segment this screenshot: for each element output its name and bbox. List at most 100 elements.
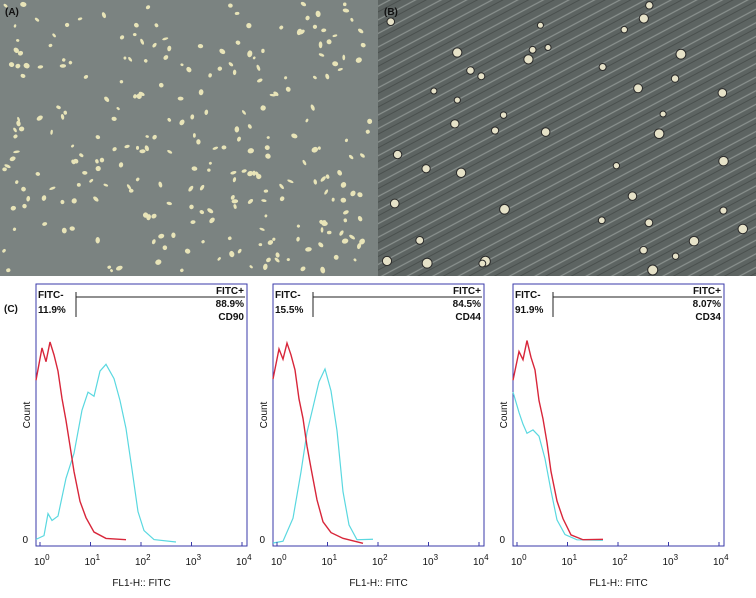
cell [20, 1, 27, 7]
cell [158, 181, 163, 188]
tick-exponent: 1 [333, 553, 338, 562]
cell [263, 189, 269, 193]
cell [219, 48, 226, 55]
cell [132, 32, 137, 37]
cell [191, 166, 198, 171]
cell [305, 118, 309, 123]
cell [231, 199, 239, 204]
cell [177, 96, 184, 101]
x-tick-label: 103 [423, 553, 439, 568]
cell [718, 155, 729, 167]
cell [717, 88, 728, 98]
tick-base: 10 [271, 557, 283, 568]
cell [196, 139, 201, 145]
x-tick-label: 100 [34, 553, 50, 568]
cell [261, 48, 265, 54]
x-tick-label: 102 [612, 553, 628, 568]
cell [356, 243, 362, 250]
x-tick-label: 101 [85, 553, 101, 568]
cell [302, 159, 307, 166]
cell [52, 33, 56, 38]
cell [241, 169, 247, 173]
cell [298, 29, 305, 35]
cell [95, 159, 99, 164]
cell [332, 34, 338, 38]
cell [2, 167, 7, 172]
y-zero-label: 0 [22, 535, 28, 546]
cell [104, 96, 110, 102]
cell [305, 247, 312, 252]
cell [300, 266, 306, 272]
y-axis-label: Count [499, 401, 510, 428]
cell [256, 64, 261, 71]
cell [199, 184, 205, 191]
cell [201, 240, 205, 244]
cell [163, 55, 169, 60]
tick-exponent: 0 [522, 553, 527, 562]
tick-exponent: 3 [197, 553, 202, 562]
cell [234, 126, 240, 133]
cell [61, 227, 67, 234]
cell [279, 196, 285, 202]
cyan-histogram [512, 391, 604, 541]
x-tick-label: 104 [236, 553, 252, 568]
cell [237, 136, 241, 142]
cell [310, 104, 315, 111]
gate-neg-pct: 91.9% [515, 305, 543, 316]
tick-exponent: 1 [573, 553, 578, 562]
x-tick-label: 100 [271, 553, 287, 568]
cell [265, 153, 271, 159]
cell [34, 17, 40, 22]
cell [296, 224, 300, 228]
cell [247, 124, 252, 129]
cell [272, 237, 276, 241]
cell [350, 190, 356, 197]
cell [499, 203, 510, 215]
cell [365, 129, 370, 134]
cell [392, 149, 403, 160]
cell [258, 243, 263, 247]
x-tick-label: 103 [663, 553, 679, 568]
cell [13, 127, 17, 133]
cell [639, 245, 648, 255]
x-tick-label: 101 [562, 553, 578, 568]
cell [349, 234, 355, 240]
cell [68, 60, 73, 65]
cell [620, 25, 628, 34]
gate-pos-label: FITC+ [216, 286, 244, 297]
gate-pos-pct: 8.07% [693, 299, 721, 310]
cell [10, 205, 16, 211]
cell [77, 17, 83, 21]
cell [317, 146, 321, 150]
cell [688, 235, 700, 247]
cell [247, 50, 253, 58]
cell [230, 170, 237, 175]
cell [478, 259, 487, 268]
cell [523, 54, 534, 65]
cell [318, 53, 325, 57]
cell [544, 43, 552, 52]
cell [15, 63, 21, 69]
cell [128, 56, 133, 62]
x-axis-label: FL1-H:: FITC [112, 578, 170, 589]
cell [274, 257, 280, 263]
panel-label: (C) [4, 304, 18, 315]
micrograph-a [0, 0, 378, 276]
cell [83, 74, 89, 79]
cell [318, 41, 323, 49]
cell [612, 161, 621, 170]
cell [13, 47, 19, 53]
cell [275, 252, 280, 258]
cell [35, 172, 41, 176]
cell [279, 25, 284, 30]
cell [477, 72, 486, 81]
cell [23, 62, 30, 69]
cell [63, 110, 68, 115]
cell [260, 105, 266, 111]
cell [367, 118, 373, 125]
cell [192, 133, 196, 138]
cell [228, 3, 233, 8]
marker-label: CD90 [218, 312, 244, 323]
tick-base: 10 [663, 557, 675, 568]
